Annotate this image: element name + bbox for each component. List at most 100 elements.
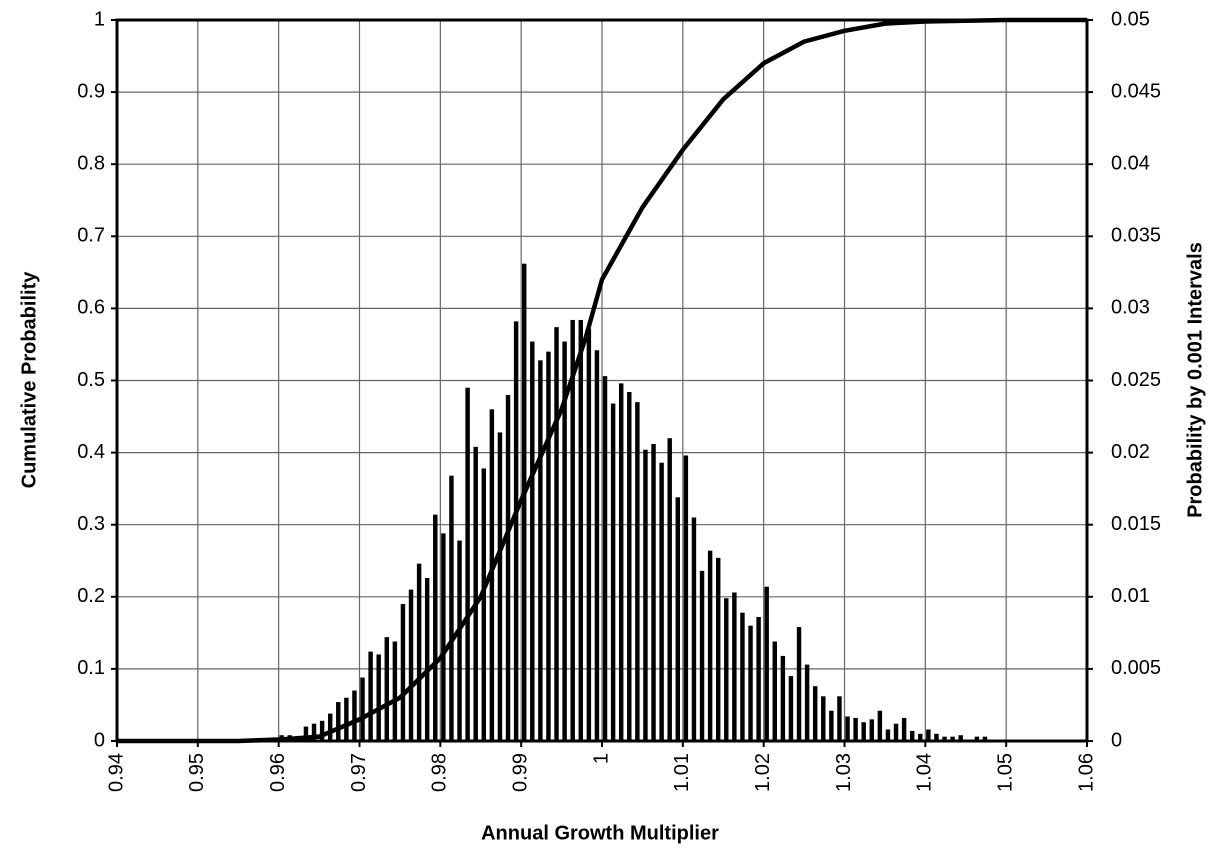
bar: [635, 402, 640, 741]
y2-tick-label: 0.035: [1111, 225, 1161, 247]
x-tick-label: 0.99: [509, 753, 531, 792]
bar: [812, 686, 818, 741]
bar: [433, 514, 438, 741]
y-tick-label: 0: [94, 729, 105, 751]
plot-frame: [115, 18, 1089, 743]
bar: [837, 696, 842, 741]
bar: [699, 570, 705, 741]
bar: [376, 654, 381, 741]
y-tick-label: 0.5: [77, 369, 105, 391]
bar: [950, 736, 955, 741]
bar: [796, 627, 802, 741]
bar: [643, 449, 648, 741]
bar: [748, 625, 753, 741]
bar: [618, 383, 624, 741]
bar: [505, 394, 511, 741]
y2-tick-label: 0: [1111, 729, 1122, 751]
x-tick-label: 1.04: [914, 753, 936, 792]
bar: [675, 497, 681, 741]
bar: [384, 637, 390, 741]
y2-tick-label: 0.03: [1111, 297, 1150, 319]
bar: [804, 664, 810, 741]
bar: [651, 443, 656, 741]
x-tick-label: 1.01: [671, 753, 693, 792]
bar: [400, 604, 406, 741]
bar: [715, 557, 721, 741]
bar: [901, 717, 907, 741]
y-tick-label: 0.1: [77, 657, 105, 679]
bar: [869, 719, 875, 741]
bar: [772, 641, 778, 741]
bar: [974, 736, 980, 741]
bar: [958, 735, 963, 741]
bar: [732, 592, 737, 741]
bar: [449, 475, 454, 741]
bar: [360, 677, 365, 741]
x-tick-label: 0.97: [348, 753, 370, 792]
bar: [764, 586, 769, 741]
y-axis-title: Cumulative Probability: [18, 271, 40, 489]
bar: [610, 403, 616, 741]
y-tick-label: 0.8: [77, 152, 105, 174]
bar: [554, 327, 559, 741]
bar: [457, 540, 462, 741]
bar: [877, 710, 883, 741]
bar: [909, 730, 915, 741]
bar: [352, 690, 357, 741]
bar: [724, 598, 729, 741]
bar: [926, 729, 931, 741]
y-tick-label: 0.2: [77, 585, 105, 607]
bar: [885, 729, 891, 741]
bar: [845, 716, 850, 741]
x-tick-label: 1.06: [1075, 753, 1097, 792]
y-tick-label: 0.7: [77, 225, 105, 247]
y2-tick-label: 0.025: [1111, 369, 1161, 391]
x-tick-label: 1.05: [994, 753, 1016, 792]
bar: [893, 723, 899, 741]
x-tick-label: 1.02: [752, 753, 774, 792]
bar: [570, 319, 575, 741]
bar: [667, 438, 672, 741]
y2-tick-label: 0.05: [1111, 8, 1150, 30]
x-tick-label: 0.96: [267, 753, 289, 792]
bar: [392, 641, 398, 741]
bar: [853, 717, 858, 741]
y-tick-label: 0.9: [77, 80, 105, 102]
bar: [683, 455, 689, 741]
bar: [586, 328, 592, 741]
bar: [740, 612, 745, 741]
bar: [368, 651, 373, 741]
bar: [829, 710, 834, 741]
x-axis-title: Annual Growth Multiplier: [481, 822, 719, 844]
bar: [319, 720, 325, 741]
bar: [942, 736, 947, 741]
bar: [594, 350, 600, 741]
y2-tick-label: 0.02: [1111, 441, 1150, 463]
bar: [530, 341, 535, 741]
bar: [602, 376, 608, 741]
y-tick-label: 0.4: [77, 441, 105, 463]
bar: [424, 578, 430, 741]
bar: [336, 702, 341, 741]
bar: [756, 616, 761, 741]
bar: [821, 696, 826, 741]
y-tick-label: 0.3: [77, 513, 105, 535]
y2-tick-label: 0.04: [1111, 152, 1150, 174]
x-tick-label: 0.94: [105, 753, 127, 792]
bar: [627, 392, 632, 741]
bar: [441, 533, 446, 741]
y2-tick-label: 0.005: [1111, 657, 1161, 679]
bar: [659, 462, 664, 741]
bar: [861, 722, 866, 741]
y-tick-label: 0.6: [77, 297, 105, 319]
bar: [546, 351, 551, 741]
bar: [408, 589, 414, 741]
x-tick-label: 0.95: [186, 753, 208, 792]
bar: [982, 736, 988, 741]
bar: [691, 517, 697, 741]
bar: [918, 733, 923, 741]
bar: [707, 550, 713, 741]
y2-tick-label: 0.045: [1111, 80, 1161, 102]
bar: [416, 563, 422, 741]
